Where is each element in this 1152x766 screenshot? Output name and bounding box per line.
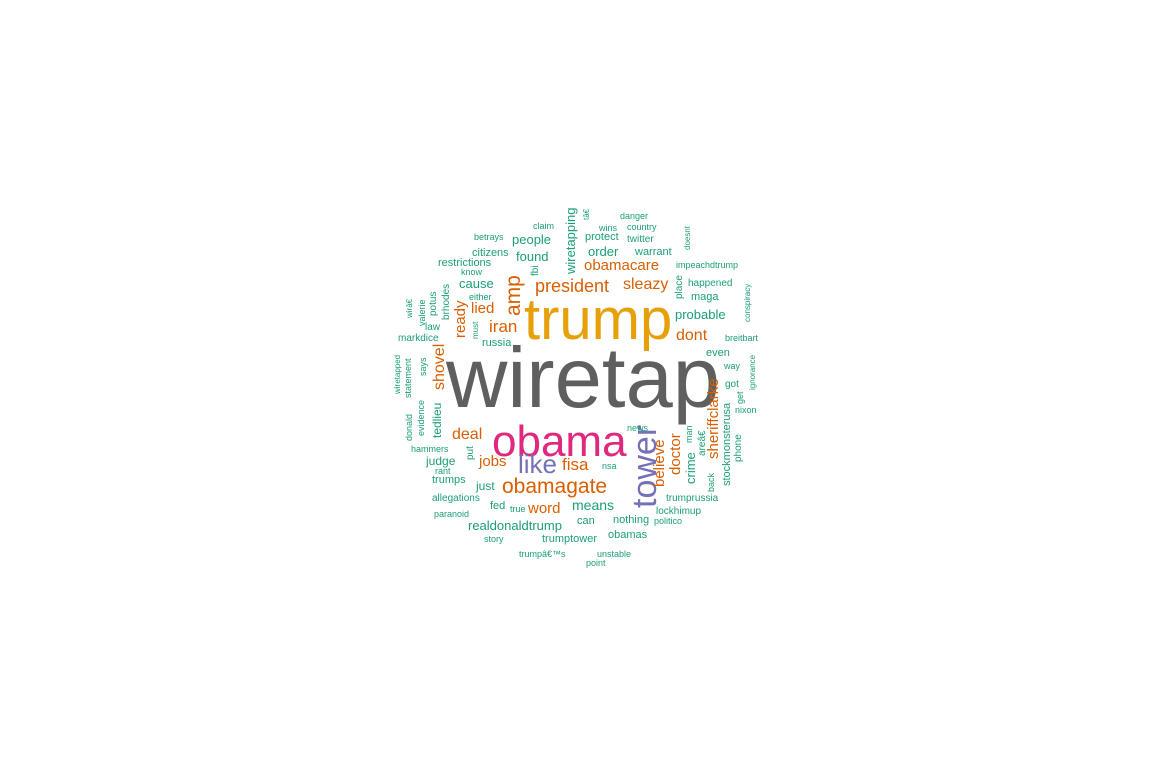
word-must: must: [471, 321, 480, 339]
word-nothing: nothing: [613, 514, 650, 526]
word-cause: cause: [459, 276, 494, 291]
word-get: get: [735, 391, 745, 404]
word-amp: amp: [502, 275, 525, 316]
word-paranoid: paranoid: [434, 509, 470, 519]
word-lockhimup: lockhimup: [656, 506, 702, 517]
word-russia: russia: [482, 337, 512, 349]
word-way: way: [724, 361, 741, 371]
word-nsa: nsa: [602, 461, 617, 471]
word-got: got: [725, 379, 739, 390]
word-even: even: [706, 347, 730, 359]
word-wiretap: wiretap: [446, 331, 721, 426]
word-can: can: [577, 515, 595, 527]
word-like: like: [518, 449, 558, 479]
word-restrictions: restrictions: [438, 257, 492, 269]
word-order: order: [588, 244, 619, 259]
word-word: word: [528, 500, 561, 517]
word-politico: politico: [654, 516, 683, 526]
word-just: just: [476, 479, 495, 493]
word-hammers: hammers: [411, 444, 449, 454]
word-crime: crime: [683, 452, 698, 484]
word-president: president: [535, 276, 610, 296]
word-phone: phone: [733, 434, 744, 462]
word-doctor: doctor: [667, 433, 684, 475]
word-obamacare: obamacare: [584, 257, 660, 274]
word-sleazy: sleazy: [623, 276, 669, 293]
word-law: law: [425, 322, 441, 333]
word-statement: statement: [403, 358, 413, 398]
word-nixon: nixon: [735, 405, 757, 415]
word-people: people: [512, 232, 552, 247]
word-trumptower: trumptower: [542, 533, 598, 545]
word-danger: danger: [620, 211, 649, 221]
word-realdonaldtrump: realdonaldtrump: [468, 518, 562, 533]
word-wiretapped: wiretapped: [393, 354, 402, 394]
word-trumps-possessive: trumpâ€™s: [519, 549, 566, 559]
word-point: point: [586, 558, 606, 568]
word-tedlieu: tedlieu: [430, 402, 444, 438]
word-trumps: trumps: [432, 474, 466, 486]
word-dont: dont: [676, 327, 708, 344]
word-ignorance: ignorance: [748, 354, 757, 390]
word-true: true: [510, 504, 526, 514]
word-allegations: allegations: [432, 493, 480, 504]
word-brhodes: brhodes: [441, 283, 452, 320]
word-obamagate: obamagate: [502, 475, 608, 498]
word-arewe: areâ€: [697, 430, 708, 456]
word-story: story: [484, 534, 504, 544]
word-wiretapping: wiretapping: [563, 207, 578, 275]
word-markdice: markdice: [398, 333, 439, 344]
word-jobs: jobs: [479, 453, 507, 470]
word-news: news: [627, 423, 649, 433]
word-man: man: [684, 425, 694, 443]
word-back: back: [706, 472, 716, 492]
word-lied: lied: [471, 300, 495, 317]
word-happened: happened: [688, 278, 733, 289]
word-wins: wins: [599, 223, 618, 233]
word-citizens: citizens: [472, 247, 509, 259]
word-betrays: betrays: [474, 232, 504, 242]
word-fed: fed: [490, 500, 506, 512]
word-potus: potus: [428, 291, 439, 316]
word-means: means: [572, 497, 615, 513]
word-believe: believe: [651, 439, 668, 487]
word-either: either: [469, 292, 492, 302]
word-claim: claim: [533, 221, 555, 231]
word-warrant: warrant: [635, 246, 672, 258]
word-put: put: [465, 446, 476, 460]
word-deal: deal: [452, 426, 483, 443]
word-says: says: [418, 357, 428, 376]
word-obama: obama: [492, 417, 627, 466]
word-rant: rant: [435, 466, 451, 476]
word-stockmonsterusa: stockmonsterusa: [721, 402, 733, 486]
word-judge: judge: [426, 454, 456, 468]
word-unstable: unstable: [597, 549, 632, 559]
word-twitter: twitter: [627, 234, 654, 245]
word-ready: ready: [452, 300, 469, 338]
word-impeachdtrump: impeachdtrump: [676, 260, 739, 270]
word-fisa: fisa: [562, 455, 589, 474]
word-probable: probable: [675, 307, 726, 322]
word-iran: iran: [489, 317, 518, 336]
word-found: found: [516, 249, 549, 264]
word-fbi: fbi: [530, 265, 541, 276]
word-doesnt: doesnt: [683, 225, 692, 250]
word-trumprussia: trumprussia: [666, 493, 719, 504]
word-evidence: evidence: [416, 399, 426, 436]
word-wire: wirâ€: [405, 298, 414, 318]
word-sheriffclarke: sheriffclarke: [705, 378, 722, 459]
word-know: know: [461, 267, 483, 277]
word-tae: tâ€: [582, 208, 591, 220]
word-country: country: [627, 222, 657, 232]
word-trump: trump: [524, 287, 673, 352]
word-place: place: [674, 275, 685, 299]
word-obamas: obamas: [608, 529, 648, 541]
word-donald: donald: [404, 413, 414, 441]
word-breitbart: breitbart: [725, 333, 759, 343]
word-conspiracy: conspiracy: [743, 283, 752, 322]
word-protect: protect: [585, 231, 619, 243]
word-shovel: shovel: [431, 343, 448, 390]
word-maga: maga: [691, 291, 719, 303]
